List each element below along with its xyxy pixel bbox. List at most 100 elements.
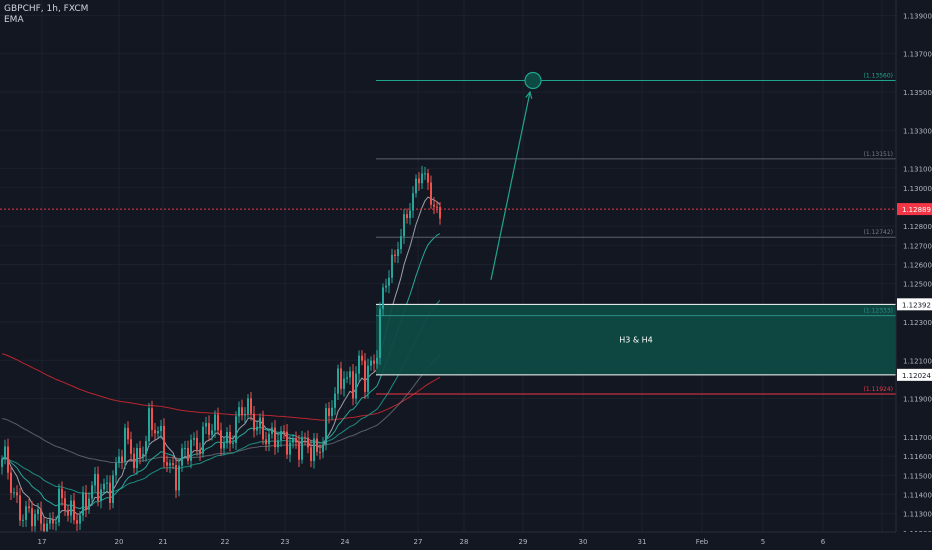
candle-body [322,444,324,453]
candle-body [430,182,432,205]
time-tick-label: 28 [460,538,469,546]
candle-body [391,254,393,278]
candle-body [277,440,279,448]
candle-body [160,425,162,432]
price-tick-label: 1.12500 [903,281,932,289]
time-tick-label: 27 [414,538,423,546]
candle-body [4,446,6,460]
zone-top-badge: 1.12392 [902,301,931,309]
candle-body [106,482,108,484]
candle-body [85,492,87,510]
level-label: (1.13560) [864,72,894,79]
candle-body [424,173,426,175]
candle-body [433,204,435,207]
current-price-badge-bg [897,203,932,216]
time-tick-label: 23 [281,538,290,546]
price-tick-label: 1.12100 [903,357,932,365]
candle-body [439,207,441,219]
candle-body [418,178,420,184]
time-tick-label: 24 [341,538,350,546]
price-tick-label: 1.12600 [903,261,932,269]
candle-body [61,488,63,499]
candle-body [40,509,42,524]
price-tick-label: 1.11400 [903,491,932,499]
candle-body [220,430,222,449]
candle-body [301,437,303,460]
candle-body [103,483,105,490]
time-tick-label: 5 [761,538,765,546]
candle-body [124,427,126,463]
candle-body [100,489,102,501]
candle-body [118,456,120,464]
candle-body [373,360,375,364]
candle-body [223,443,225,449]
candle-body [247,398,249,415]
candle-body [352,371,354,399]
time-tick-label: Feb [696,538,709,546]
candle-body [136,448,138,469]
candle-body [130,439,132,454]
candle-body [151,408,153,431]
candle-body [88,498,90,510]
candle-body [187,448,189,461]
candle-body [334,393,336,408]
price-tick-label: 1.12800 [903,223,932,231]
indicator-label[interactable]: EMA [4,15,24,25]
candle-body [259,417,261,427]
candle-body [379,308,381,358]
time-tick-label: 30 [579,538,588,546]
candle-body [325,408,327,445]
candle-body [415,178,417,194]
candle-body [367,365,369,392]
candle-body [265,439,267,445]
candle-body [25,506,27,520]
price-tick-label: 1.11700 [903,434,932,442]
price-tick-label: 1.11600 [903,453,932,461]
candle-body [319,451,321,453]
zone-bottom-badge-bg [897,368,932,381]
price-axis-panel [896,0,932,550]
price-tick-label: 1.11300 [903,511,932,519]
candle-body [226,432,228,444]
candle-body [235,416,237,443]
current-price-badge: 1.12889 [902,206,931,214]
candle-body [286,431,288,455]
candle-body [436,206,438,208]
candle-body [82,492,84,516]
candle-body [346,377,348,379]
candle-body [271,427,273,434]
candle-body [169,463,171,466]
candle-body [370,360,372,366]
price-tick-label: 1.13700 [903,51,932,59]
candle-body [295,438,297,443]
price-tick-label: 1.13300 [903,127,932,135]
candle-body [298,442,300,460]
ema-200-line [1,353,441,421]
candle-body [199,449,201,454]
candle-body [289,442,291,455]
candle-body [205,423,207,427]
candle-body [49,519,51,524]
level-label: (1.13151) [864,151,894,158]
candle-body [253,413,255,431]
candle-body [37,509,39,514]
candle-body [16,492,18,496]
candle-body [238,407,240,417]
zone-top-badge-bg [897,298,932,311]
candle-body [412,193,414,211]
candle-body [313,438,315,462]
candle-body [382,287,384,309]
chart-legend: GBPCHF, 1h, FXCM EMA [4,4,88,26]
candle-body [109,482,111,503]
candle-body [196,437,198,450]
time-tick-label: 31 [638,538,647,546]
candle-body [154,430,156,434]
candle-body [421,173,423,184]
candle-body [178,465,180,491]
candle-body [76,520,78,524]
target-circle-icon [524,71,542,90]
symbol-title[interactable]: GBPCHF, 1h, FXCM [4,4,89,14]
